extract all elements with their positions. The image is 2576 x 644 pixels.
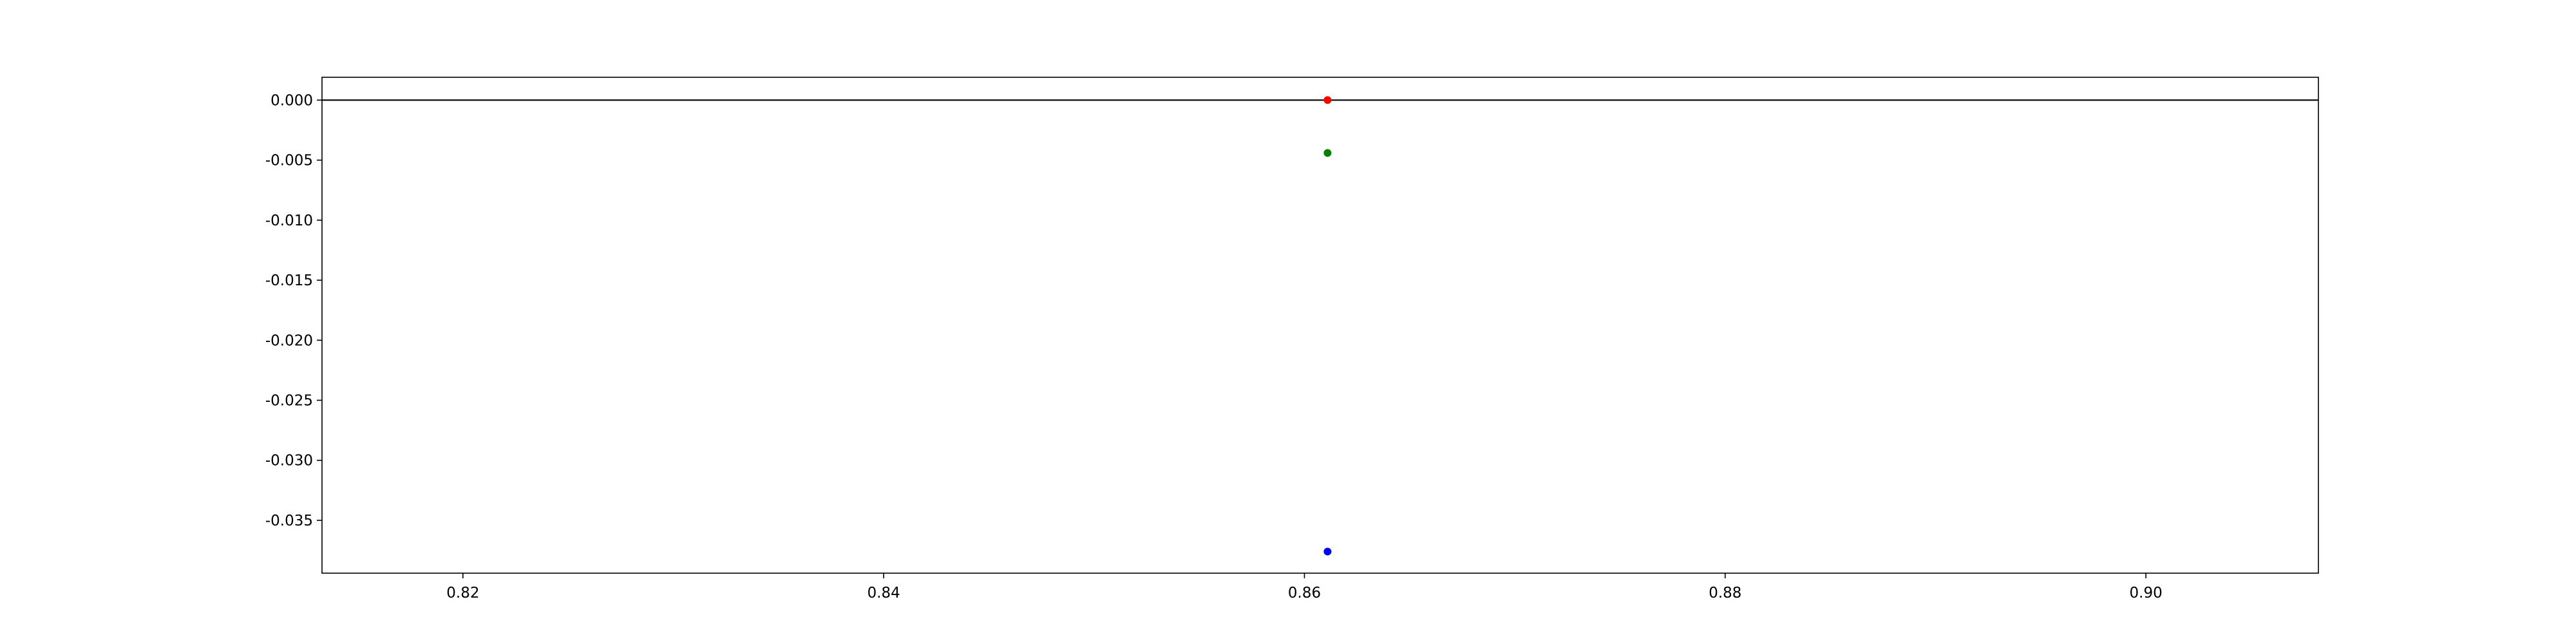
x-tick-label: 0.90 — [2130, 585, 2163, 601]
y-tick-label: 0.000 — [270, 92, 313, 109]
y-tick-label: -0.025 — [265, 393, 313, 410]
x-tick-label: 0.86 — [1288, 585, 1321, 601]
y-tick-label: -0.035 — [265, 513, 313, 529]
plot-area: 0.82 0.84 0.86 0.88 0.90 0.000 -0.005 -0.010 -0.… — [265, 92, 2318, 601]
axes-frame — [321, 77, 2319, 574]
data-point-series-2 — [1323, 547, 1332, 556]
y-tick-label: -0.005 — [265, 153, 313, 169]
x-tick-label: 0.82 — [446, 585, 479, 601]
x-tick-label: 0.84 — [867, 585, 900, 601]
data-point-series-0 — [1323, 96, 1332, 104]
y-tick-label: -0.010 — [265, 213, 313, 229]
y-tick-label: -0.020 — [265, 332, 313, 349]
x-tick-label: 0.88 — [1709, 585, 1741, 601]
y-tick-label: -0.015 — [265, 272, 313, 289]
y-tick-label: -0.030 — [265, 453, 313, 469]
data-point-series-1 — [1323, 149, 1332, 157]
